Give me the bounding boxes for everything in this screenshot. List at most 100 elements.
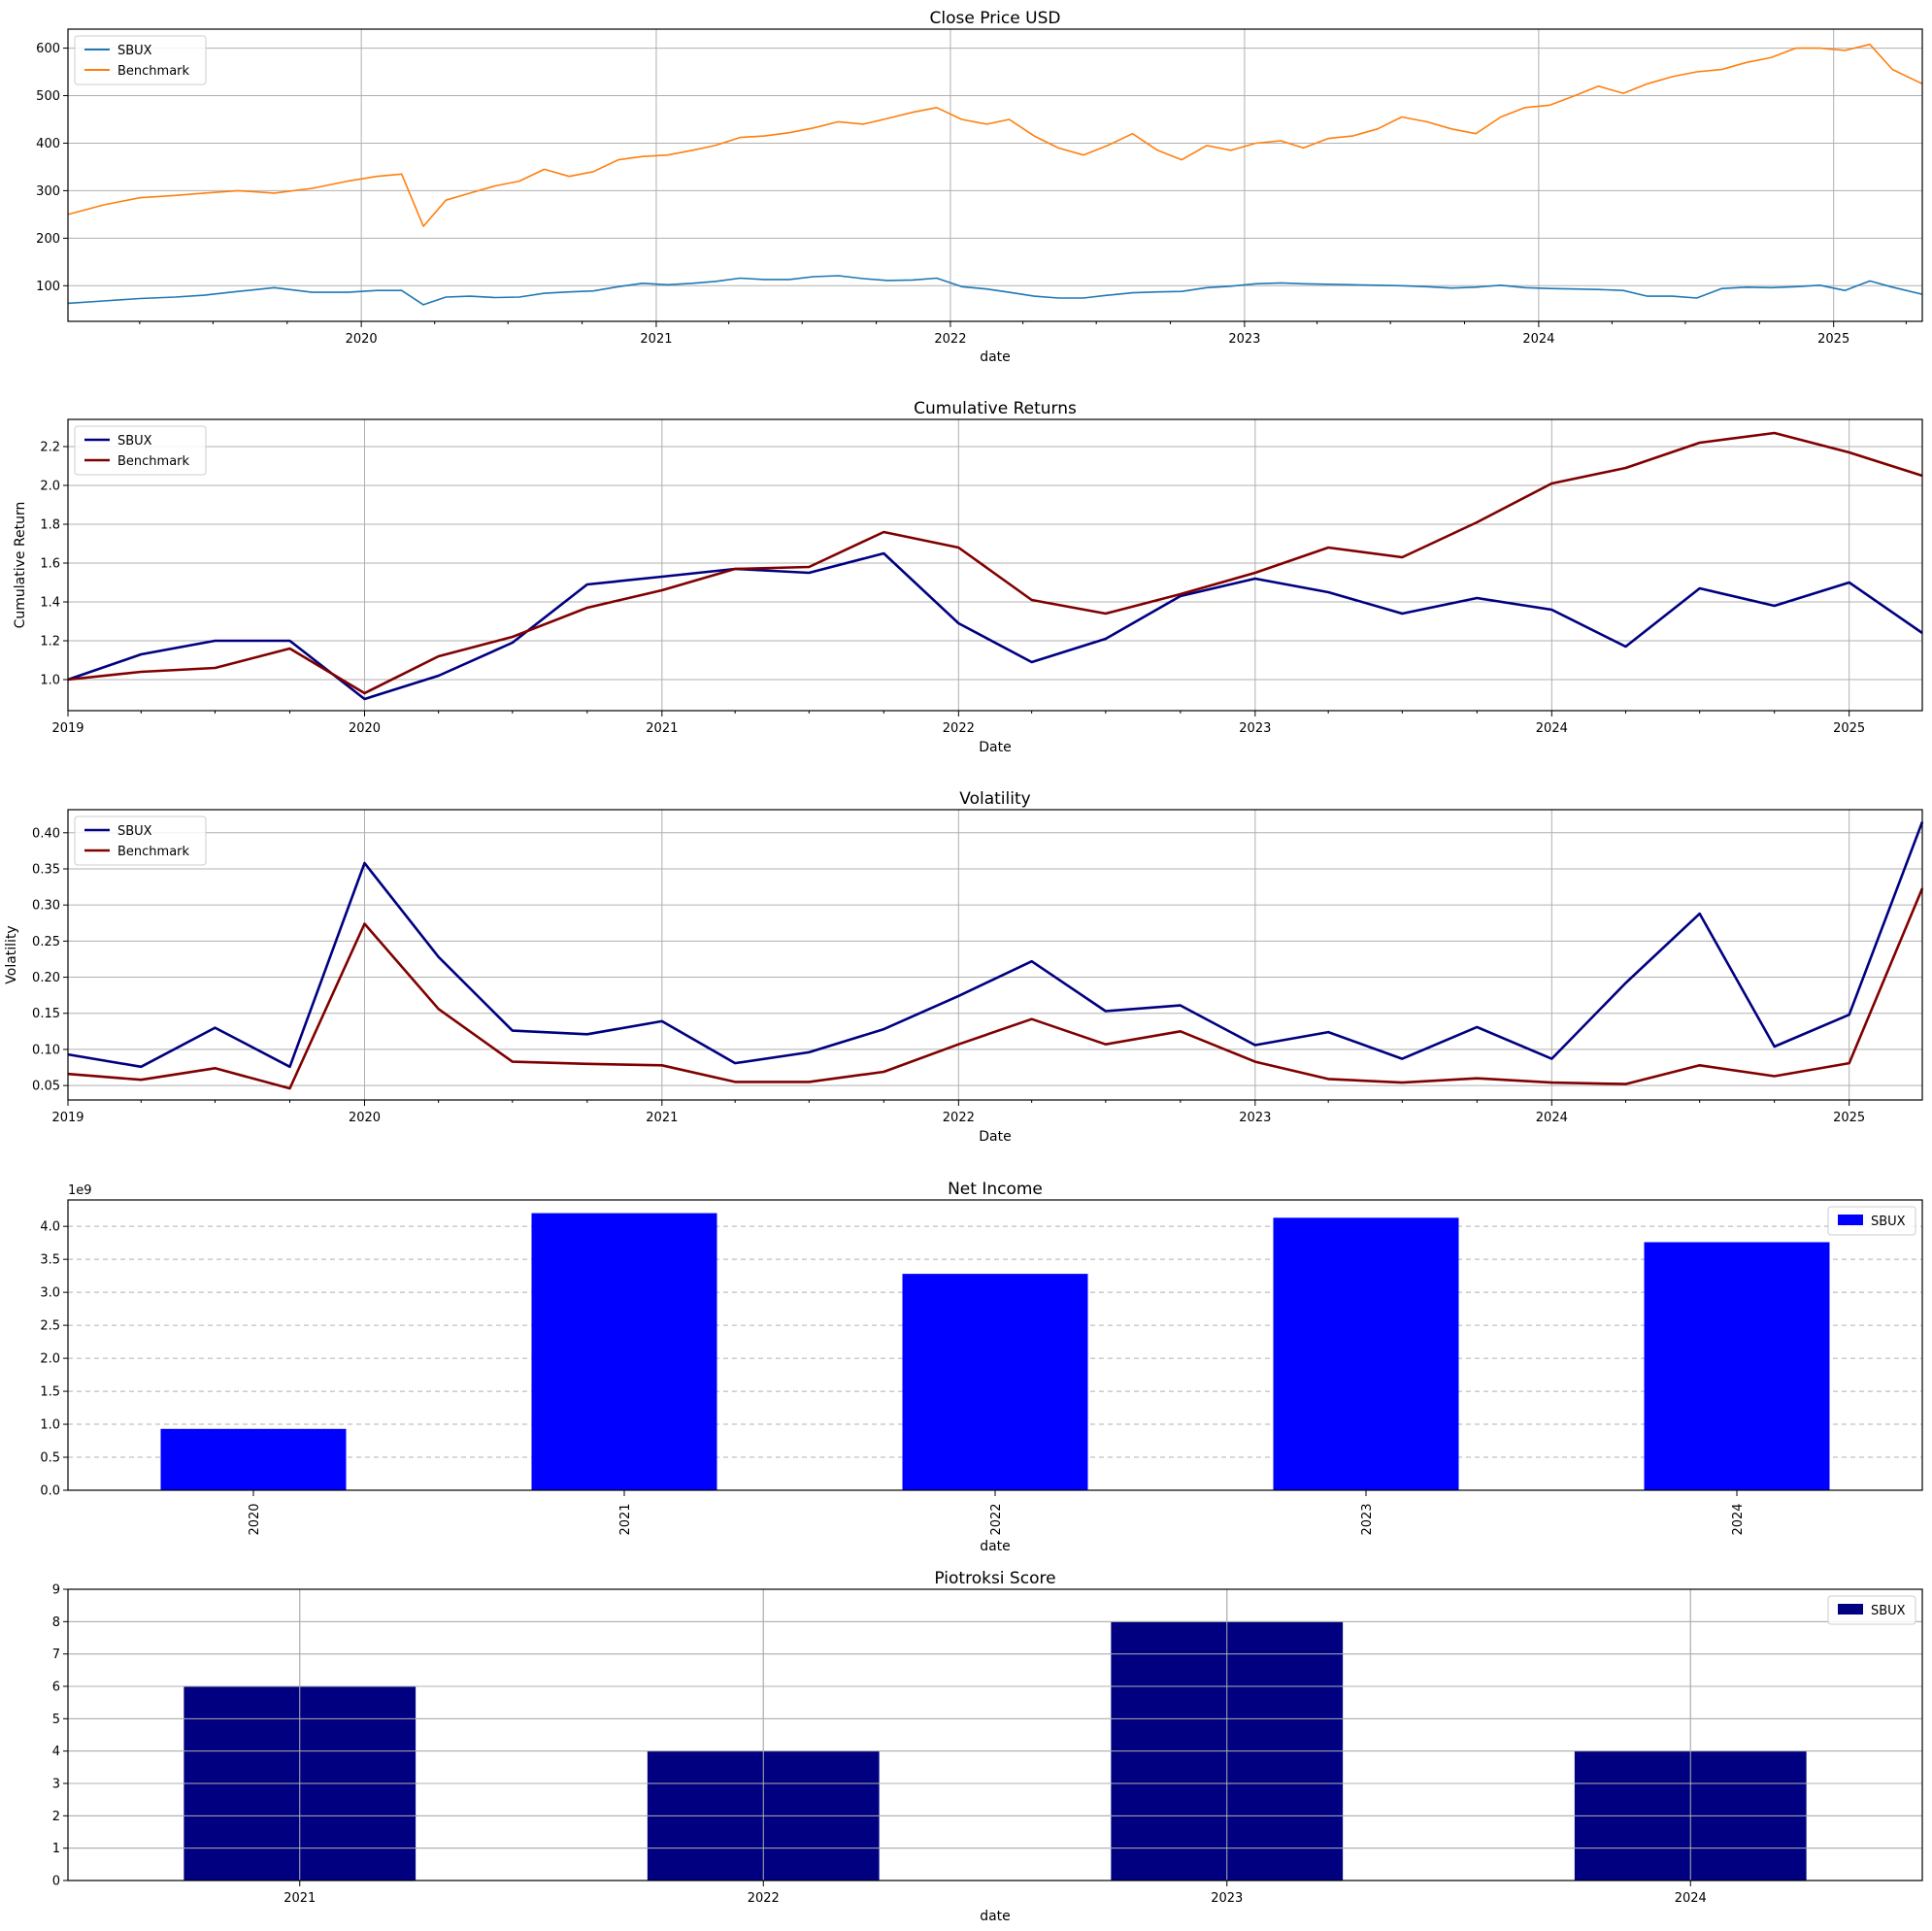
series-line-sbux	[67, 821, 1924, 1069]
legend: SBUX	[1827, 1595, 1916, 1625]
x-tick-label: 2021	[646, 721, 678, 736]
x-tick-label: 2021	[640, 332, 672, 347]
chart-panel-5: 0 1 2 3 4 5 6 7 8 9 2021 2022 2023 2024 Piotroksi Scor…	[52, 1569, 1923, 1924]
x-axis-label: date	[980, 1539, 1011, 1554]
y-tick-label: 600	[36, 42, 60, 56]
series-line-sbux	[67, 551, 1923, 701]
y-tick-label: 1.8	[40, 518, 60, 533]
x-tick-label: 2021	[283, 1891, 316, 1906]
chart-title: Volatility	[959, 789, 1030, 809]
bar	[1644, 1242, 1830, 1490]
x-axis-label: Date	[979, 1129, 1011, 1145]
y-tick-label: 7	[52, 1648, 60, 1662]
x-tick-label: 2024	[1536, 1111, 1568, 1125]
legend: SBUX Benchmark	[74, 35, 207, 85]
legend-box	[1827, 1595, 1916, 1625]
x-tick-label: 2020	[248, 1503, 262, 1535]
legend-label: SBUX	[117, 434, 152, 449]
legend-label: SBUX	[117, 824, 152, 839]
legend-swatch	[1838, 1604, 1863, 1615]
y-tick-label: 1.5	[40, 1385, 60, 1400]
y-tick-label: 0.40	[32, 826, 60, 841]
bar	[531, 1213, 717, 1490]
y-tick-label: 2.0	[40, 1352, 60, 1367]
y-tick-label: 200	[36, 232, 60, 247]
y-tick-label: 0	[52, 1875, 60, 1889]
x-tick-label: 2025	[1817, 332, 1849, 347]
series-line-benchmark	[67, 887, 1924, 1090]
y-tick-label: 0.10	[32, 1043, 60, 1057]
x-tick-label: 2024	[1536, 721, 1568, 736]
x-tick-label: 2020	[349, 721, 381, 736]
axes-frame	[67, 809, 1923, 1101]
x-tick-label: 2020	[349, 1111, 381, 1125]
legend: SBUX Benchmark	[74, 425, 207, 476]
grid	[68, 29, 1922, 321]
x-tick-label: 2022	[748, 1891, 780, 1906]
y-tick-label: 400	[36, 137, 60, 151]
y-offset-label: 1e9	[68, 1183, 92, 1198]
legend: SBUX	[1827, 1206, 1916, 1236]
chart-title: Piotroksi Score	[934, 1569, 1055, 1588]
y-tick-label: 500	[36, 89, 60, 104]
y-tick-label: 3.5	[40, 1253, 60, 1268]
y-tick-label: 0.25	[32, 935, 60, 949]
y-tick-label: 0.15	[32, 1007, 60, 1021]
x-tick-label: 2022	[943, 1111, 975, 1125]
y-tick-label: 0.0	[40, 1484, 60, 1499]
x-axis-label: Date	[979, 740, 1011, 755]
x-tick-label: 2023	[1211, 1891, 1243, 1906]
x-tick-label: 2025	[1833, 721, 1865, 736]
chart-panel-2: 1.0 1.2 1.4 1.6 1.8 2.0 2.2 2019 2020 2021 2022 202…	[13, 399, 1923, 755]
grid	[67, 810, 1922, 1100]
x-tick-label: 2022	[943, 721, 975, 736]
y-tick-label: 2.5	[40, 1319, 60, 1334]
legend-box	[74, 816, 207, 866]
legend-swatch	[1838, 1215, 1863, 1225]
y-tick-label: 4	[52, 1745, 60, 1759]
chart-panel-1: 100 200 300 400 500 600 2020 2021 2022 2023 2024 20…	[36, 9, 1923, 365]
y-tick-label: 2.0	[40, 480, 60, 494]
y-tick-label: 3	[52, 1778, 60, 1792]
y-tick-label: 0.30	[32, 899, 60, 914]
y-tick-label: 1.0	[40, 674, 60, 688]
y-tick-label: 100	[36, 280, 60, 294]
x-tick-label: 2020	[346, 332, 378, 347]
legend-label: SBUX	[1871, 1215, 1906, 1229]
legend-box	[74, 35, 207, 85]
y-axis-label: Cumulative Return	[13, 502, 28, 629]
legend-label: Benchmark	[117, 64, 190, 79]
bar	[1273, 1217, 1459, 1490]
x-tick-label: 2023	[1239, 721, 1271, 736]
legend: SBUX Benchmark	[74, 816, 207, 866]
chart-panel-4: 0.0 0.5 1.0 1.5 2.0 2.5 3.0 3.5 4.0 2020 2021 2022 2…	[40, 1180, 1923, 1554]
x-tick-label: 2024	[1675, 1891, 1707, 1906]
series-line-benchmark	[67, 43, 1923, 227]
y-tick-label: 3.0	[40, 1286, 60, 1301]
y-tick-label: 4.0	[40, 1220, 60, 1235]
legend-label: SBUX	[117, 44, 152, 58]
y-tick-label: 8	[52, 1615, 60, 1630]
y-tick-label: 2	[52, 1810, 60, 1824]
legend-label: SBUX	[1871, 1604, 1906, 1618]
x-tick-label: 2023	[1239, 1111, 1271, 1125]
axes-frame	[67, 28, 1923, 322]
axes-frame	[67, 418, 1923, 712]
legend-label: Benchmark	[117, 454, 190, 469]
x-axis-label: date	[980, 350, 1011, 365]
x-tick-label: 2022	[934, 332, 966, 347]
x-tick-label: 2023	[1360, 1503, 1375, 1535]
y-tick-label: 1.2	[40, 635, 60, 649]
x-tick-label: 2023	[1228, 332, 1260, 347]
legend-box	[74, 425, 207, 476]
y-tick-label: 2.2	[40, 441, 60, 455]
chart-title: Net Income	[948, 1180, 1043, 1199]
chart-panel-3: 0.05 0.10 0.15 0.20 0.25 0.30 0.35 0.40 2019 2020…	[4, 789, 1924, 1145]
y-tick-label: 1.4	[40, 596, 60, 611]
legend-box	[1827, 1206, 1916, 1236]
bar	[160, 1428, 347, 1490]
x-tick-label: 2021	[646, 1111, 678, 1125]
x-tick-label: 2025	[1833, 1111, 1865, 1125]
bar	[902, 1274, 1088, 1490]
